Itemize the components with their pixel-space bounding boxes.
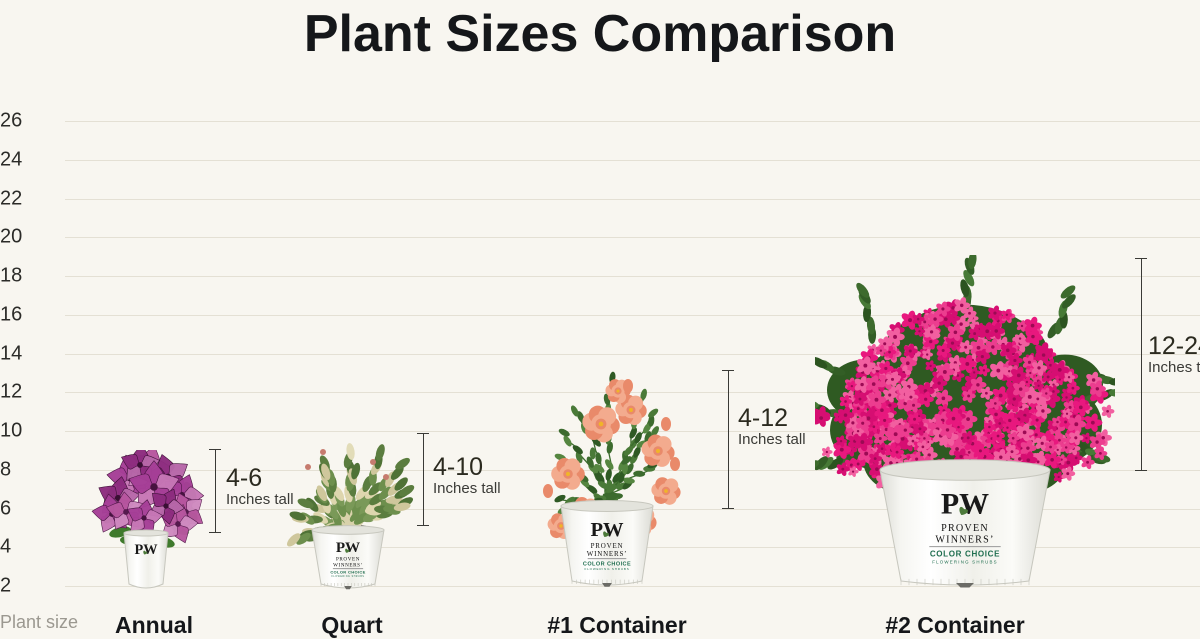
svg-text:WINNERS’: WINNERS’	[333, 563, 363, 569]
svg-text:FLOWERING SHRUBS: FLOWERING SHRUBS	[584, 567, 629, 571]
svg-text:WINNERS’: WINNERS’	[587, 550, 628, 558]
svg-text:COLOR CHOICE: COLOR CHOICE	[930, 549, 1000, 558]
svg-text:PW: PW	[134, 542, 158, 558]
svg-text:PW: PW	[590, 519, 624, 541]
svg-text:PROVEN: PROVEN	[591, 542, 624, 550]
svg-text:FLOWERING SHRUBS: FLOWERING SHRUBS	[932, 559, 998, 564]
svg-text:PW: PW	[336, 540, 360, 556]
svg-text:FLOWERING SHRUBS: FLOWERING SHRUBS	[331, 576, 364, 578]
svg-text:COLOR CHOICE: COLOR CHOICE	[330, 570, 365, 575]
svg-text:WINNERS’: WINNERS’	[935, 535, 994, 546]
svg-text:PROVEN: PROVEN	[941, 523, 989, 534]
svg-text:PW: PW	[941, 488, 989, 521]
